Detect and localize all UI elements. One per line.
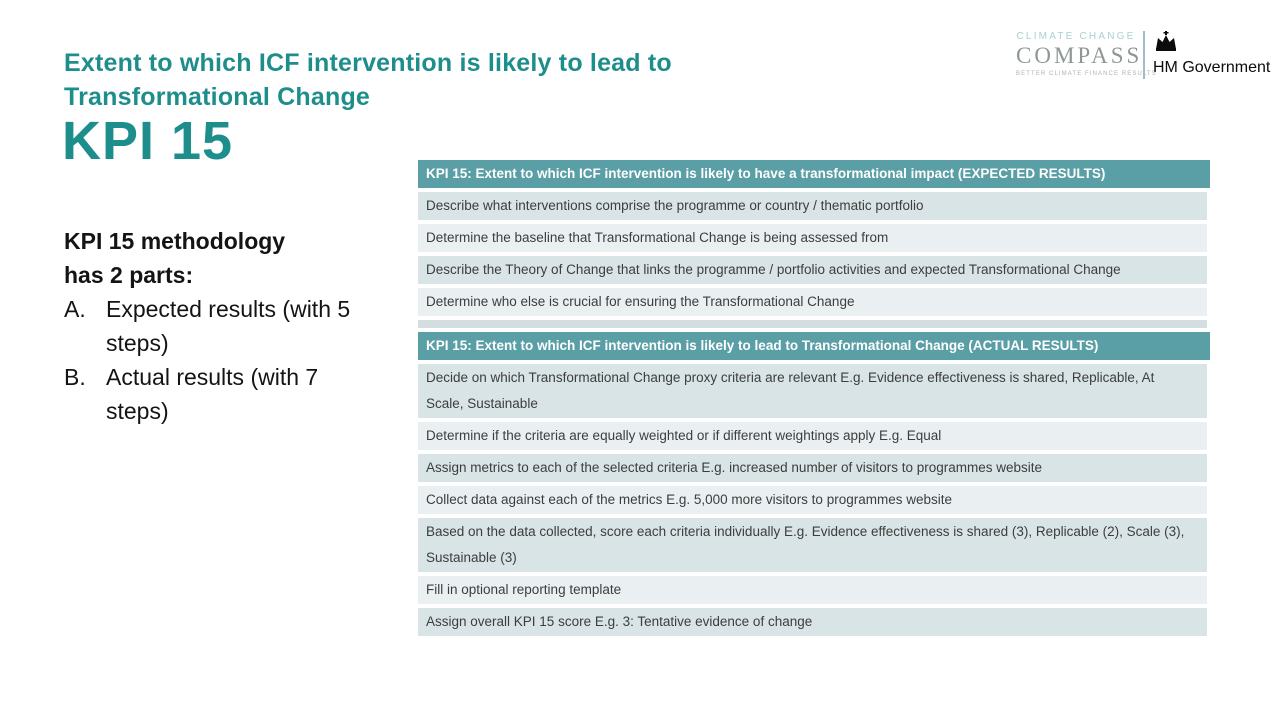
table-row: Describe what interventions comprise the… xyxy=(418,192,1207,220)
expected-results-header: KPI 15: Extent to which ICF intervention… xyxy=(418,160,1210,188)
page-title-line1: Extent to which ICF intervention is like… xyxy=(64,49,672,77)
hm-government-logo: HM Government xyxy=(1153,31,1270,77)
table-row: Collect data against each of the metrics… xyxy=(418,486,1207,514)
table-row: Determine if the criteria are equally we… xyxy=(418,422,1207,450)
methodology-panel: KPI 15 methodology has 2 parts: A. Expec… xyxy=(64,224,394,428)
actual-results-header: KPI 15: Extent to which ICF intervention… xyxy=(418,332,1210,360)
compass-logo-tagline: BETTER CLIMATE FINANCE RESULTS xyxy=(1016,71,1157,77)
methodology-heading-line1: KPI 15 methodology xyxy=(64,228,286,254)
climate-change-compass-logo: CLIMATE CHANGE COMPASS BETTER CLIMATE FI… xyxy=(1016,31,1157,77)
table-row: Decide on which Transformational Change … xyxy=(418,364,1207,418)
item-b-text: Actual results (with 7 steps) xyxy=(106,364,319,424)
hm-government-label: HM Government xyxy=(1153,59,1271,76)
kpi-heading: KPI 15 xyxy=(62,111,234,171)
table-row: Fill in optional reporting template xyxy=(418,576,1207,604)
table-row: Based on the data collected, score each … xyxy=(418,518,1207,572)
table-row: Describe the Theory of Change that links… xyxy=(418,256,1207,284)
compass-logo-topline: CLIMATE CHANGE xyxy=(1016,31,1136,42)
compass-logo-wordmark: COMPASS xyxy=(1016,43,1143,68)
item-a-marker: A. xyxy=(64,296,86,322)
table-row: Determine who else is crucial for ensuri… xyxy=(418,288,1207,316)
table-row: Assign metrics to each of the selected c… xyxy=(418,454,1207,482)
table-row: Determine the baseline that Transformati… xyxy=(418,224,1207,252)
methodology-item-b: B. Actual results (with 7 steps) xyxy=(64,360,394,428)
item-a-text: Expected results (with 5 steps) xyxy=(106,296,351,356)
page-title: Extent to which ICF intervention is like… xyxy=(64,46,824,114)
kpi-table: KPI 15: Extent to which ICF intervention… xyxy=(418,160,1210,640)
table-row: Assign overall KPI 15 score E.g. 3: Tent… xyxy=(418,608,1207,636)
spacer-row xyxy=(418,320,1207,328)
methodology-heading-line2: has 2 parts: xyxy=(64,262,194,288)
page-title-line2: Transformational Change xyxy=(64,83,371,111)
logo-divider xyxy=(1143,31,1145,79)
item-b-marker: B. xyxy=(64,364,86,390)
crown-icon xyxy=(1156,31,1176,51)
methodology-item-a: A. Expected results (with 5 steps) xyxy=(64,292,394,360)
